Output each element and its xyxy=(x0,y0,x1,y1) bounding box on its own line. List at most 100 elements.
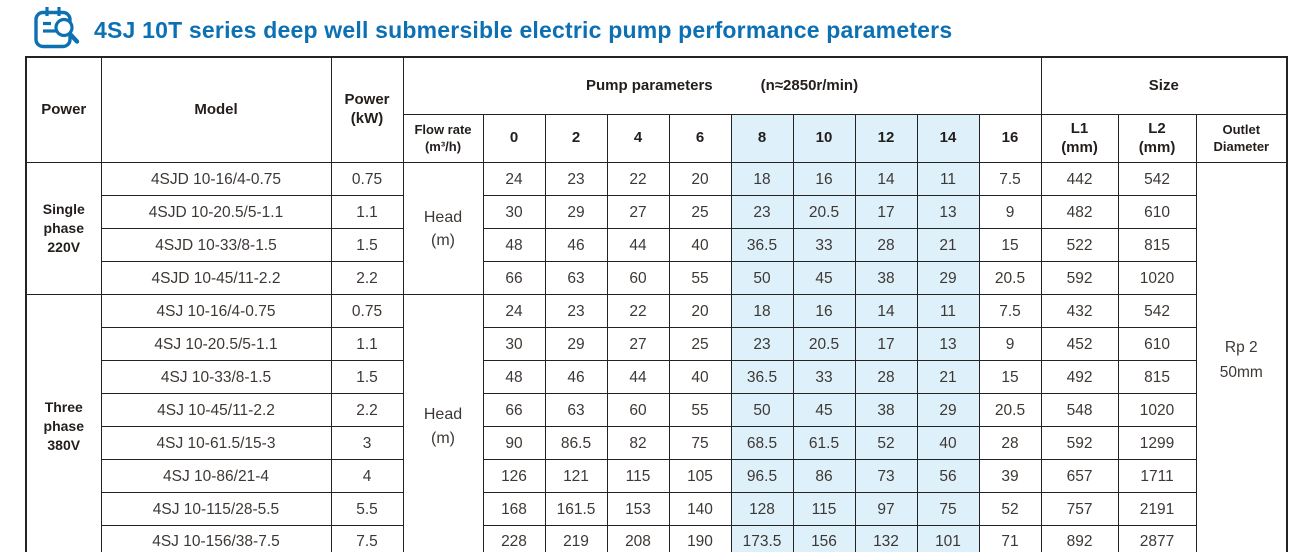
head-value-cell: 52 xyxy=(978,492,1042,527)
head-value-cell: 38 xyxy=(854,393,918,428)
model-cell: 4SJD 10-20.5/5-1.1 xyxy=(100,195,332,230)
head-value-cell: 40 xyxy=(668,228,732,263)
head-value-cell: 128 xyxy=(730,492,794,527)
head-value-cell: 17 xyxy=(854,195,918,230)
head-value-cell: 15 xyxy=(978,360,1042,395)
head-value-cell: 20.5 xyxy=(792,327,856,362)
head-value-cell: 121 xyxy=(544,459,608,494)
l2-cell: 1299 xyxy=(1117,426,1197,461)
model-cell: 4SJD 10-45/11-2.2 xyxy=(100,261,332,296)
head-value-cell: 30 xyxy=(482,195,546,230)
table-row: 4SJ 10-45/11-2.2 2.2 66 63 60 55 50 45 3… xyxy=(26,393,1287,428)
head-value-cell: 16 xyxy=(792,294,856,329)
power-kw-cell: 1.5 xyxy=(330,228,404,263)
header-row-2: Flow rate (m³/h) 0 2 4 6 8 10 12 14 16 L… xyxy=(26,114,1288,164)
head-value-cell: 156 xyxy=(792,525,856,552)
col-header-l1: L1 (mm) xyxy=(1040,114,1119,164)
head-value-cell: 29 xyxy=(544,195,608,230)
flow-tick: 2 xyxy=(544,114,608,164)
head-value-cell: 46 xyxy=(544,360,608,395)
flow-tick: 10 xyxy=(792,114,856,164)
table-row: 4SJ 10-156/38-7.5 7.5 228 219 208 190 17… xyxy=(26,525,1287,552)
table-row: 4SJ 10-33/8-1.5 1.5 48 46 44 40 36.5 33 … xyxy=(26,360,1287,395)
table-row: 4SJD 10-45/11-2.2 2.2 66 63 60 55 50 45 … xyxy=(26,261,1287,296)
speed-label: (n≈2850r/min) xyxy=(760,76,859,94)
page-title: 4SJ 10T series deep well submersible ele… xyxy=(94,17,953,43)
l2-cell: 542 xyxy=(1117,294,1197,329)
head-value-cell: 36.5 xyxy=(730,360,794,395)
head-value-cell: 45 xyxy=(792,393,856,428)
head-value-cell: 23 xyxy=(730,327,794,362)
head-value-cell: 97 xyxy=(854,492,918,527)
head-value-cell: 24 xyxy=(482,294,546,329)
head-value-cell: 56 xyxy=(916,459,980,494)
l2-cell: 1020 xyxy=(1117,393,1197,428)
head-value-cell: 28 xyxy=(854,360,918,395)
head-value-cell: 219 xyxy=(544,525,608,552)
table-row: 4SJ 10-86/21-4 4 126 121 115 105 96.5 86… xyxy=(26,459,1287,494)
head-value-cell: 17 xyxy=(854,327,918,362)
head-value-cell: 48 xyxy=(482,360,546,395)
head-value-cell: 25 xyxy=(668,195,732,230)
l1-cell: 452 xyxy=(1040,327,1119,362)
head-value-cell: 61.5 xyxy=(792,426,856,461)
head-value-cell: 28 xyxy=(978,426,1042,461)
table-row: 4SJD 10-20.5/5-1.1 1.1 30 29 27 25 23 20… xyxy=(26,195,1287,230)
head-value-cell: 28 xyxy=(854,228,918,263)
head-value-cell: 173.5 xyxy=(730,525,794,552)
head-value-cell: 60 xyxy=(606,261,670,296)
outlet-diameter-cell: Rp 2 50mm xyxy=(1195,162,1288,552)
table-row: Three phase 380V 4SJ 10-16/4-0.75 0.75 H… xyxy=(25,294,1287,552)
l2-cell: 815 xyxy=(1117,228,1197,263)
col-header-power-kw: Power (kW) xyxy=(330,56,404,164)
head-value-cell: 23 xyxy=(730,195,794,230)
head-value-cell: 21 xyxy=(916,360,980,395)
model-cell: 4SJ 10-20.5/5-1.1 xyxy=(100,327,332,362)
head-value-cell: 29 xyxy=(916,261,980,296)
l1-cell: 757 xyxy=(1040,492,1119,527)
head-value-cell: 24 xyxy=(482,162,546,197)
head-value-cell: 190 xyxy=(668,525,732,552)
size-group-header: Size xyxy=(1040,56,1288,116)
head-value-cell: 14 xyxy=(854,294,918,329)
head-value-cell: 82 xyxy=(606,426,670,461)
head-value-cell: 140 xyxy=(668,492,732,527)
head-value-cell: 38 xyxy=(854,261,918,296)
l2-cell: 610 xyxy=(1117,195,1197,230)
pump-parameters-label: Pump parameters xyxy=(585,76,713,94)
l1-cell: 592 xyxy=(1040,426,1119,461)
power-kw-cell: 0.75 xyxy=(330,162,404,197)
head-value-cell: 90 xyxy=(482,426,546,461)
power-kw-cell: 1.5 xyxy=(330,360,404,395)
flow-tick: 12 xyxy=(854,114,918,164)
head-value-cell: 15 xyxy=(978,228,1042,263)
pump-parameters-group-header: Pump parameters (n≈2850r/min) xyxy=(402,56,1042,116)
l1-cell: 482 xyxy=(1040,195,1119,230)
head-value-cell: 14 xyxy=(854,162,918,197)
flow-tick: 14 xyxy=(916,114,980,164)
head-value-cell: 73 xyxy=(854,459,918,494)
page-header: 4SJ 10T series deep well submersible ele… xyxy=(0,0,1291,56)
model-cell: 4SJ 10-86/21-4 xyxy=(100,459,332,494)
power-kw-cell: 5.5 xyxy=(330,492,404,527)
model-cell: 4SJD 10-33/8-1.5 xyxy=(100,228,332,263)
head-value-cell: 63 xyxy=(544,393,608,428)
head-value-cell: 50 xyxy=(730,261,794,296)
head-value-cell: 66 xyxy=(482,261,546,296)
head-value-cell: 63 xyxy=(544,261,608,296)
head-value-cell: 22 xyxy=(606,162,670,197)
head-value-cell: 13 xyxy=(916,327,980,362)
head-value-cell: 161.5 xyxy=(544,492,608,527)
pump-parameters-table: Power Model Power (kW) Pump parameters (… xyxy=(25,56,1289,552)
power-kw-cell: 4 xyxy=(330,459,404,494)
head-value-cell: 11 xyxy=(916,294,980,329)
head-value-cell: 20.5 xyxy=(978,393,1042,428)
head-value-cell: 7.5 xyxy=(978,294,1042,329)
head-value-cell: 30 xyxy=(482,327,546,362)
model-cell: 4SJ 10-33/8-1.5 xyxy=(100,360,332,395)
model-cell: 4SJD 10-16/4-0.75 xyxy=(100,162,332,197)
head-value-cell: 52 xyxy=(854,426,918,461)
head-value-cell: 115 xyxy=(606,459,670,494)
head-value-cell: 40 xyxy=(668,360,732,395)
model-cell: 4SJ 10-45/11-2.2 xyxy=(100,393,332,428)
